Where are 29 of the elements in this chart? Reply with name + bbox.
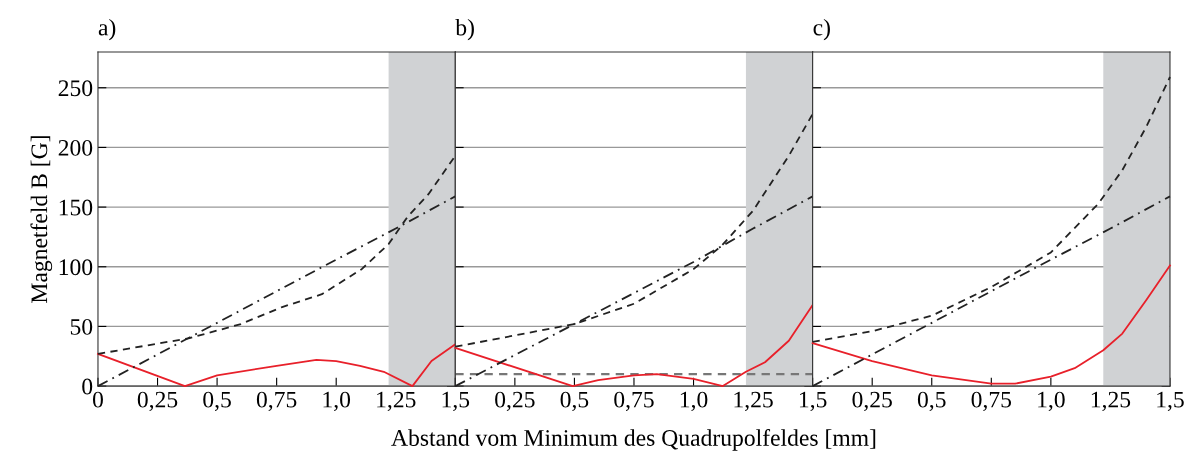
x-tick-label: 1,25 <box>1091 391 1131 411</box>
x-tick-label: 0,75 <box>971 391 1012 411</box>
x-tick-label: 0,5 <box>560 391 589 411</box>
x-tick-label: 1,0 <box>680 391 708 411</box>
chart-title: b) <box>455 18 474 41</box>
x-tick-label: 1,0 <box>323 391 351 411</box>
x-tick-label: 0,75 <box>614 391 654 411</box>
x-axis-title: Abstand vom Minimum des Quadrupolfeldes [mm] <box>391 429 876 451</box>
x-tick-label: 1,5 <box>442 391 470 411</box>
y-axis-title: Magnetfeld B [G] <box>30 136 53 303</box>
x-tick-label: 0,5 <box>917 391 946 411</box>
y-tick-label: 50 <box>70 318 93 335</box>
chart-title: a) <box>98 18 116 41</box>
y-tick-label: 100 <box>59 259 93 276</box>
x-tick-label: 1,5 <box>1157 391 1184 411</box>
x-tick-label: 1,25 <box>734 391 773 411</box>
x-tick-label: 1,25 <box>377 391 416 411</box>
x-tick-label: 0,5 <box>203 391 231 411</box>
y-tick-label: 200 <box>58 139 93 156</box>
y-tick-label: 150 <box>59 199 93 216</box>
y-tick-label: 0 <box>82 378 93 395</box>
x-tick-label: 1,0 <box>1038 391 1065 411</box>
y-tick-label: 250 <box>58 80 93 97</box>
x-tick-label: 1,5 <box>799 391 827 411</box>
x-tick-label: 0,25 <box>852 391 892 411</box>
x-tick-label: 0,25 <box>137 391 178 411</box>
x-tick-label: 0,75 <box>256 391 297 411</box>
x-tick-label: 0,25 <box>495 391 535 411</box>
chart-title: c) <box>813 18 830 41</box>
